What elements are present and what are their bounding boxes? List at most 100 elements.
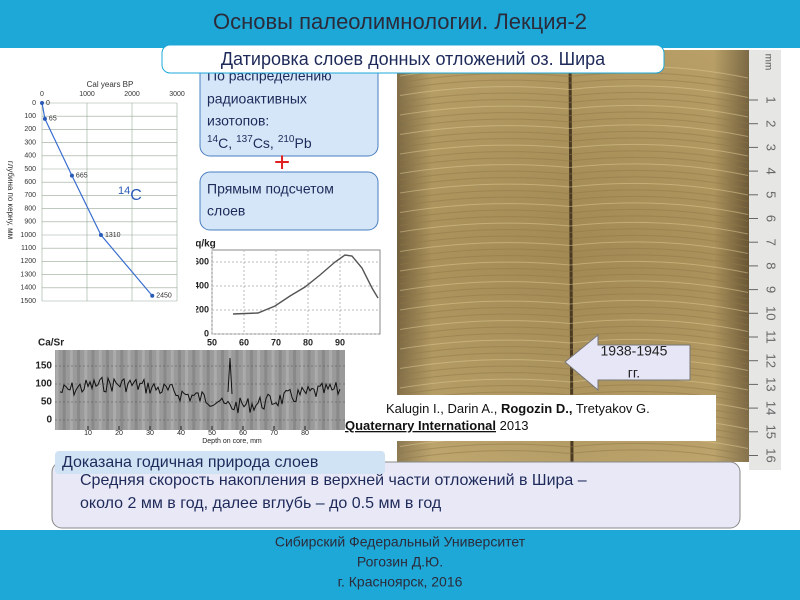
y-tick-label: 100 bbox=[24, 113, 36, 120]
core-layer bbox=[399, 254, 749, 267]
y-tick-label: 400 bbox=[194, 280, 209, 290]
core-layer bbox=[399, 299, 749, 313]
footer-bar bbox=[0, 530, 800, 600]
series-label: 14C bbox=[118, 185, 142, 204]
footer-line: г. Красноярск, 2016 bbox=[338, 574, 463, 590]
activity-curve bbox=[232, 254, 379, 315]
y-axis-label: глубина по керну, мм bbox=[6, 161, 15, 239]
box-line: слоев bbox=[207, 203, 245, 219]
subtitle-box bbox=[161, 44, 665, 74]
core-layer bbox=[399, 85, 749, 98]
core-layer bbox=[399, 280, 749, 293]
core-layer bbox=[399, 377, 749, 391]
core-layer bbox=[399, 228, 749, 241]
core-layer bbox=[399, 345, 749, 358]
core-layer bbox=[399, 195, 749, 209]
x-tick-label: 90 bbox=[335, 337, 345, 347]
x-tick-label: 70 bbox=[271, 337, 281, 347]
y-tick-label: 0 bbox=[204, 328, 209, 338]
x-tick-label: 80 bbox=[301, 430, 309, 437]
x-tick-label: 0 bbox=[40, 91, 44, 98]
y-tick-label: 500 bbox=[24, 166, 36, 173]
age-point bbox=[40, 101, 44, 105]
core-layer bbox=[399, 215, 749, 228]
summary-line: около 2 мм в год, далее вглубь – до 0.5 … bbox=[80, 495, 442, 512]
y-axis-label: Bq/kg bbox=[188, 239, 216, 250]
core-layer bbox=[399, 130, 749, 144]
arrow-label: гг. bbox=[628, 365, 640, 381]
core-layer bbox=[399, 124, 749, 137]
x-axis-label: Depth on core, mm bbox=[202, 438, 262, 445]
header-bar bbox=[0, 0, 800, 48]
y-tick-label: 200 bbox=[194, 304, 209, 314]
ruler-mark: 1 bbox=[764, 96, 779, 103]
point-label: 65 bbox=[49, 116, 57, 123]
ruler-mark: 12 bbox=[764, 353, 779, 367]
box-line: радиоактивных bbox=[207, 91, 307, 107]
isotope-symbol: C, bbox=[218, 135, 232, 151]
isotope-mass: 14 bbox=[207, 134, 219, 145]
age-point bbox=[98, 233, 103, 237]
y-tick-label: 150 bbox=[35, 361, 52, 372]
isotope-symbol: Cs, bbox=[253, 135, 274, 151]
casr-curve bbox=[59, 376, 341, 414]
x-tick-label: 40 bbox=[177, 430, 185, 437]
y-tick-label: 1200 bbox=[20, 258, 36, 265]
core-layer bbox=[399, 137, 749, 150]
ruler-mark: 15 bbox=[764, 425, 779, 439]
isotopes: 14C, 137Cs, 210Pb bbox=[207, 134, 312, 151]
y-tick-label: 600 bbox=[24, 179, 36, 186]
x-tick-label: 50 bbox=[207, 337, 217, 347]
core-layer bbox=[399, 267, 749, 280]
arrow-label: 1938-1945 bbox=[601, 343, 668, 359]
conclusion-box bbox=[55, 451, 385, 474]
point-label: 2450 bbox=[156, 293, 172, 300]
y-axis-label: Ca/Sr bbox=[38, 338, 64, 349]
ruler-mark: 3 bbox=[764, 144, 779, 151]
core-layer bbox=[399, 234, 749, 248]
x-tick-label: 80 bbox=[303, 337, 313, 347]
core-layer bbox=[399, 260, 749, 274]
core-layer bbox=[399, 319, 749, 332]
x-tick-label: 1000 bbox=[79, 91, 95, 98]
isotope-mass: 210 bbox=[278, 134, 295, 145]
age-point bbox=[150, 293, 155, 298]
y-tick-label: 300 bbox=[24, 139, 36, 146]
core-layer bbox=[399, 338, 749, 352]
core-layer bbox=[399, 293, 749, 306]
core-layer bbox=[399, 221, 749, 235]
ruler-unit: mm bbox=[762, 54, 773, 71]
summary-box bbox=[51, 461, 741, 529]
core-layer bbox=[399, 312, 749, 326]
journal: Quaternary International bbox=[345, 418, 496, 433]
core-layer bbox=[399, 325, 749, 339]
y-tick-label: 200 bbox=[24, 126, 36, 133]
author: Rogozin D., bbox=[501, 401, 573, 416]
y-tick-label: 0 bbox=[46, 415, 52, 426]
core-layer bbox=[399, 208, 749, 222]
core-layer bbox=[399, 176, 749, 189]
point-label: 1310 bbox=[105, 232, 121, 239]
x-tick-label: 3000 bbox=[169, 91, 185, 98]
casr-chart: Ca/Sr Depth on core, mm 0 50 100 150 10 20 30 40 5… bbox=[35, 338, 345, 445]
ruler-mark: 8 bbox=[764, 262, 779, 269]
subtitle: Датировка слоев донных отложений оз. Шир… bbox=[221, 49, 606, 69]
footer-line: Рогозин Д.Ю. bbox=[357, 554, 443, 570]
core-layer bbox=[399, 371, 749, 384]
y-tick-label: 400 bbox=[24, 153, 36, 160]
ruler-mark: 14 bbox=[764, 401, 779, 415]
ruler-mark: 16 bbox=[764, 448, 779, 462]
x-tick-label: 60 bbox=[239, 337, 249, 347]
x-tick-label: 10 bbox=[84, 430, 92, 437]
core-layer bbox=[399, 111, 749, 124]
y-tick-label: 50 bbox=[41, 397, 53, 408]
x-axis-label: Cal years BP bbox=[87, 80, 134, 89]
y-tick-label: 1000 bbox=[20, 232, 36, 239]
y-tick-label: 1500 bbox=[20, 298, 36, 305]
summary-line: Средняя скорость накопления в верхней ча… bbox=[80, 472, 587, 489]
x-tick-label: 30 bbox=[146, 430, 154, 437]
core-layer bbox=[399, 202, 749, 215]
core-layer bbox=[399, 306, 749, 319]
